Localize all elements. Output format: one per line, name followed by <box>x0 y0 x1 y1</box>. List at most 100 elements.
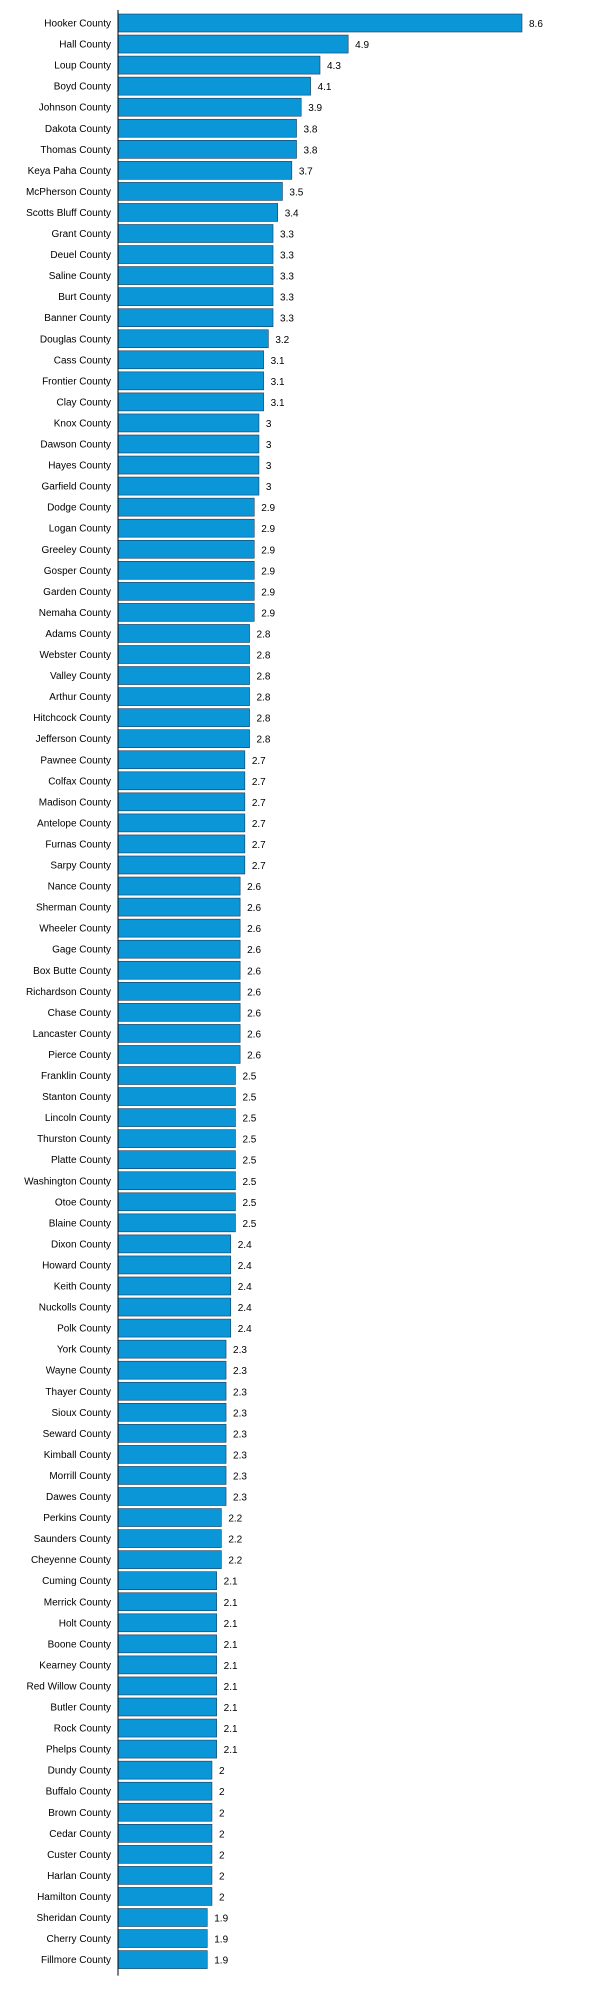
bar <box>117 1150 236 1169</box>
bar <box>117 434 260 454</box>
bar <box>117 1718 217 1738</box>
bar <box>117 666 250 685</box>
category-label: Webster County <box>39 650 111 661</box>
value-label: 2.5 <box>242 1093 256 1104</box>
category-label: Nuckolls County <box>39 1303 111 1314</box>
bar <box>117 813 246 833</box>
category-label: Dawes County <box>46 1492 111 1503</box>
value-label: 2.4 <box>238 1282 252 1293</box>
bar <box>117 161 293 180</box>
category-label: Hitchcock County <box>33 713 111 724</box>
bar <box>117 708 250 727</box>
bar <box>117 1802 213 1822</box>
value-label: 2.8 <box>257 651 271 662</box>
bar <box>117 1487 227 1506</box>
bar <box>117 55 321 75</box>
value-label: 3.3 <box>280 314 294 325</box>
value-label: 3.8 <box>304 124 318 135</box>
bar <box>117 1213 236 1233</box>
bar <box>117 960 241 980</box>
bar <box>117 34 349 54</box>
category-label: Merrick County <box>44 1597 111 1608</box>
value-label: 2.8 <box>257 714 271 725</box>
category-label: Thomas County <box>40 145 111 156</box>
value-label: 2.8 <box>257 735 271 746</box>
value-label: 3.1 <box>271 356 285 367</box>
bar <box>117 1066 236 1085</box>
value-label: 2.2 <box>228 1535 242 1546</box>
category-label: Colfax County <box>48 776 111 787</box>
category-label: Butler County <box>50 1703 111 1714</box>
value-label: 2.8 <box>257 629 271 640</box>
category-label: Saunders County <box>34 1534 111 1545</box>
value-label: 3.3 <box>280 293 294 304</box>
bar <box>117 1255 232 1275</box>
value-label: 2.5 <box>242 1114 256 1125</box>
value-label: 2.3 <box>233 1387 247 1398</box>
value-label: 2.6 <box>247 903 261 914</box>
value-label: 2.5 <box>242 1198 256 1209</box>
bar <box>117 1697 217 1717</box>
value-label: 2.9 <box>261 545 275 556</box>
category-label: Furnas County <box>45 839 111 850</box>
value-label: 3 <box>266 419 272 430</box>
bar <box>117 1887 213 1906</box>
bar <box>117 1550 222 1569</box>
value-label: 2.1 <box>224 1598 238 1609</box>
category-label: Cuming County <box>42 1576 111 1587</box>
category-label: Perkins County <box>43 1513 111 1524</box>
category-label: Cheyenne County <box>31 1555 111 1566</box>
bar <box>117 476 260 496</box>
bar <box>117 140 297 159</box>
category-label: Dundy County <box>48 1766 111 1777</box>
bar <box>117 1108 236 1127</box>
category-label: Valley County <box>50 671 111 682</box>
value-label: 2.3 <box>233 1450 247 1461</box>
category-label: Loup County <box>54 61 111 72</box>
value-label: 2.7 <box>252 861 266 872</box>
bar <box>117 118 297 138</box>
category-label: Hooker County <box>44 19 111 30</box>
value-label: 2.2 <box>228 1514 242 1525</box>
value-label: 2 <box>219 1829 225 1840</box>
bar <box>117 687 250 706</box>
bar <box>117 1908 208 1927</box>
bar <box>117 13 523 33</box>
value-label: 2.9 <box>261 608 275 619</box>
bar <box>117 624 250 643</box>
category-label: Cedar County <box>49 1829 111 1840</box>
value-label: 1.9 <box>214 1935 228 1946</box>
value-label: 2.6 <box>247 966 261 977</box>
bar <box>117 1424 227 1443</box>
bar <box>117 308 274 328</box>
bar <box>117 1866 213 1885</box>
category-label: Nemaha County <box>39 608 111 619</box>
bar <box>117 1508 222 1527</box>
value-label: 2.4 <box>238 1240 252 1251</box>
category-label: Sherman County <box>36 903 111 914</box>
value-label: 2.4 <box>238 1261 252 1272</box>
category-label: Lancaster County <box>33 1029 111 1040</box>
value-label: 3.8 <box>304 145 318 156</box>
category-label: Wayne County <box>46 1366 111 1377</box>
category-label: Jefferson County <box>36 734 111 745</box>
bar <box>117 645 250 664</box>
value-label: 2.3 <box>233 1408 247 1419</box>
value-label: 2 <box>219 1871 225 1882</box>
bar <box>117 76 311 96</box>
category-label: Box Butte County <box>33 966 111 977</box>
category-label: Deuel County <box>50 250 111 261</box>
value-label: 3.4 <box>285 208 299 219</box>
category-label: Frontier County <box>42 376 111 387</box>
category-label: Grant County <box>52 229 111 240</box>
value-label: 2.8 <box>257 672 271 683</box>
category-label: Adams County <box>45 629 111 640</box>
category-label: Keya Paha County <box>28 166 111 177</box>
value-label: 2.6 <box>247 1050 261 1061</box>
value-label: 2.5 <box>242 1219 256 1230</box>
value-label: 4.9 <box>355 40 369 51</box>
value-label: 2.6 <box>247 1029 261 1040</box>
category-label: York County <box>57 1345 111 1356</box>
value-label: 2.6 <box>247 882 261 893</box>
bar <box>117 245 274 264</box>
